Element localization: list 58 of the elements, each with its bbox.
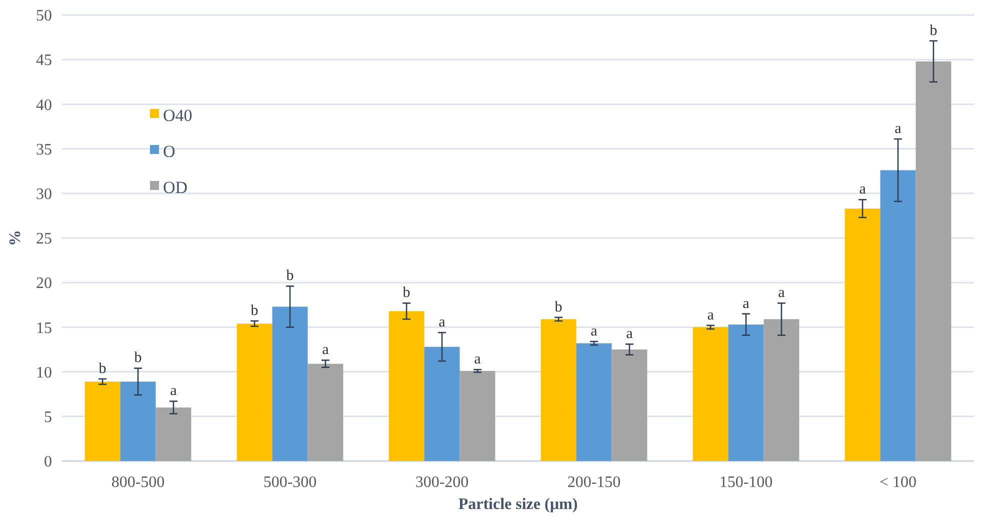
data-label: b — [286, 268, 294, 284]
x-tick-label: < 100 — [879, 474, 917, 491]
y-tick-label: 5 — [44, 409, 52, 426]
x-axis-title: Particle size (µm) — [458, 496, 578, 513]
data-label: a — [474, 352, 482, 368]
bar — [880, 170, 916, 461]
bar — [728, 324, 764, 461]
data-label: a — [322, 342, 330, 358]
data-label: b — [554, 299, 562, 316]
x-tick-label: 800-500 — [111, 474, 165, 491]
bar — [460, 370, 496, 461]
y-tick-label: 10 — [36, 364, 52, 382]
data-label: a — [590, 323, 598, 340]
data-label: a — [894, 120, 902, 137]
bar — [844, 208, 880, 461]
bar — [576, 343, 612, 461]
x-tick-label: 300-200 — [415, 474, 469, 491]
x-tick-label: 500-300 — [263, 474, 317, 491]
y-axis-title: % — [7, 230, 24, 246]
y-tick-label: 50 — [36, 8, 52, 25]
y-tick-label: 30 — [36, 186, 52, 203]
bar — [120, 382, 156, 461]
bar — [916, 61, 952, 461]
bar — [236, 324, 272, 461]
bar — [764, 319, 800, 461]
data-label: b — [250, 302, 258, 319]
data-label: b — [402, 285, 410, 302]
data-label: a — [742, 296, 750, 312]
data-label: a — [170, 383, 178, 400]
data-label: a — [859, 182, 866, 198]
data-label: b — [134, 350, 142, 366]
data-label: a — [438, 314, 446, 331]
y-tick-label: 0 — [44, 454, 52, 471]
y-tick-label: 25 — [36, 230, 52, 248]
y-tick-label: 45 — [36, 52, 52, 70]
legend-label: O — [163, 142, 176, 161]
y-tick-label: 15 — [36, 320, 52, 337]
bar — [156, 407, 192, 461]
bar — [540, 319, 576, 461]
bar — [692, 327, 728, 461]
data-label: a — [626, 326, 634, 342]
bar — [308, 364, 344, 461]
legend-label: OD — [163, 178, 188, 197]
y-tick-label: 40 — [36, 96, 52, 114]
data-label: b — [98, 360, 106, 377]
bar — [272, 306, 308, 461]
y-tick-label: 20 — [36, 275, 52, 292]
x-tick-label: 150-100 — [719, 474, 773, 491]
bar — [84, 382, 120, 461]
data-label: a — [778, 285, 786, 302]
data-label: a — [707, 307, 714, 324]
legend-label: O40 — [163, 106, 192, 125]
bar — [388, 311, 424, 461]
bar — [612, 350, 648, 461]
bar — [424, 346, 460, 461]
data-label: b — [930, 22, 938, 39]
y-tick-label: 35 — [36, 141, 52, 158]
x-tick-label: 200-150 — [567, 474, 621, 491]
